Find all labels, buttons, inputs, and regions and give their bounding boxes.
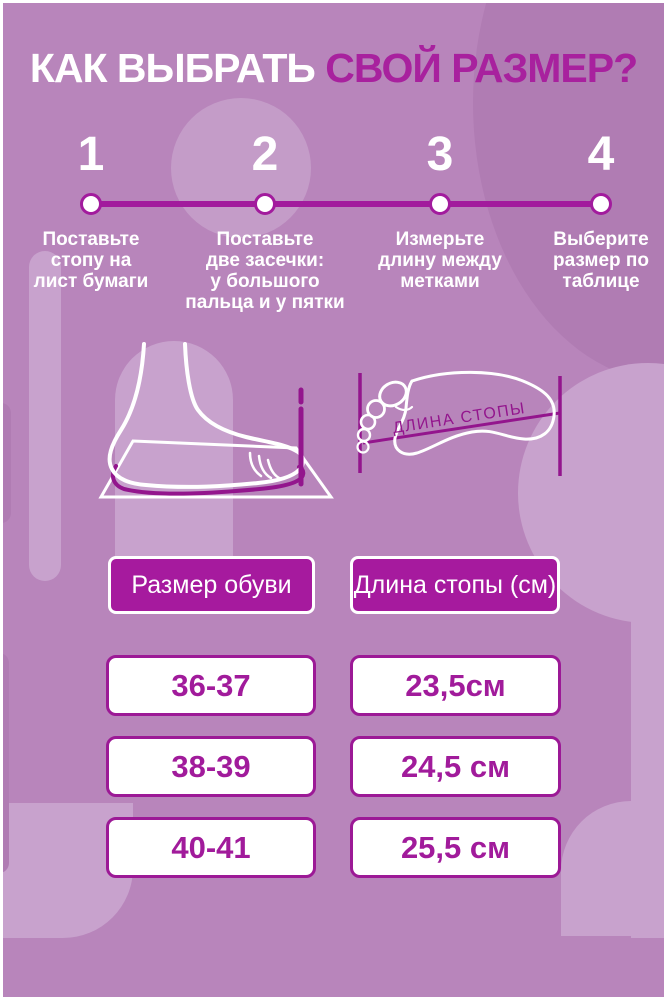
table-header-foot-length: Длина стопы (см) [350, 556, 560, 614]
footprint-outline [393, 370, 556, 456]
step-2-label: Поставьте две засечки: у большого пальца… [185, 229, 345, 313]
table-header-shoe-size: Размер обуви [108, 556, 315, 614]
background-shape [115, 341, 233, 581]
toe-outline [366, 399, 386, 419]
foot-side-outline [107, 342, 305, 489]
page-title-part1: КАК ВЫБРАТЬ [29, 45, 326, 91]
toe-creases [248, 451, 283, 481]
page-title: КАК ВЫБРАТЬ СВОЙ РАЗМЕР? [3, 45, 664, 92]
step-3-label: Измерьте длину между метками [378, 229, 502, 292]
background-shape [171, 98, 311, 238]
step-4-label: Выберите размер по таблице [553, 229, 649, 292]
background-shape [3, 403, 11, 523]
step-3-number: 3 [426, 128, 454, 181]
table-row-size: 38-39 [106, 736, 316, 797]
table-row-length: 24,5 см [350, 736, 561, 797]
foot-length-label: ДЛИНА СТОПЫ [392, 400, 527, 437]
background-shape [3, 653, 9, 873]
steps-timeline [91, 201, 601, 207]
toe-crease [394, 405, 414, 412]
toe-outline [359, 413, 377, 431]
table-row-size: 40-41 [106, 817, 316, 878]
step-2-number: 2 [251, 128, 279, 181]
timeline-dot-1 [80, 193, 102, 215]
timeline-dot-4 [590, 193, 612, 215]
step-4-number: 4 [587, 128, 615, 181]
background-shape [29, 251, 61, 581]
foot-on-paper-illustration [58, 338, 358, 523]
table-row-length: 23,5см [350, 655, 561, 716]
step-1-number: 1 [77, 128, 105, 181]
timeline-dot-2 [254, 193, 276, 215]
timeline-dot-3 [429, 193, 451, 215]
table-row-length: 25,5 см [350, 817, 561, 878]
table-row-size: 36-37 [106, 655, 316, 716]
page-title-part2: СВОЙ РАЗМЕР? [325, 45, 638, 91]
step-1-label: Поставьте стопу на лист бумаги [33, 229, 149, 292]
foot-length-illustration: ДЛИНА СТОПЫ [348, 343, 663, 513]
background-shape [561, 801, 664, 936]
toe-outline [356, 440, 370, 454]
